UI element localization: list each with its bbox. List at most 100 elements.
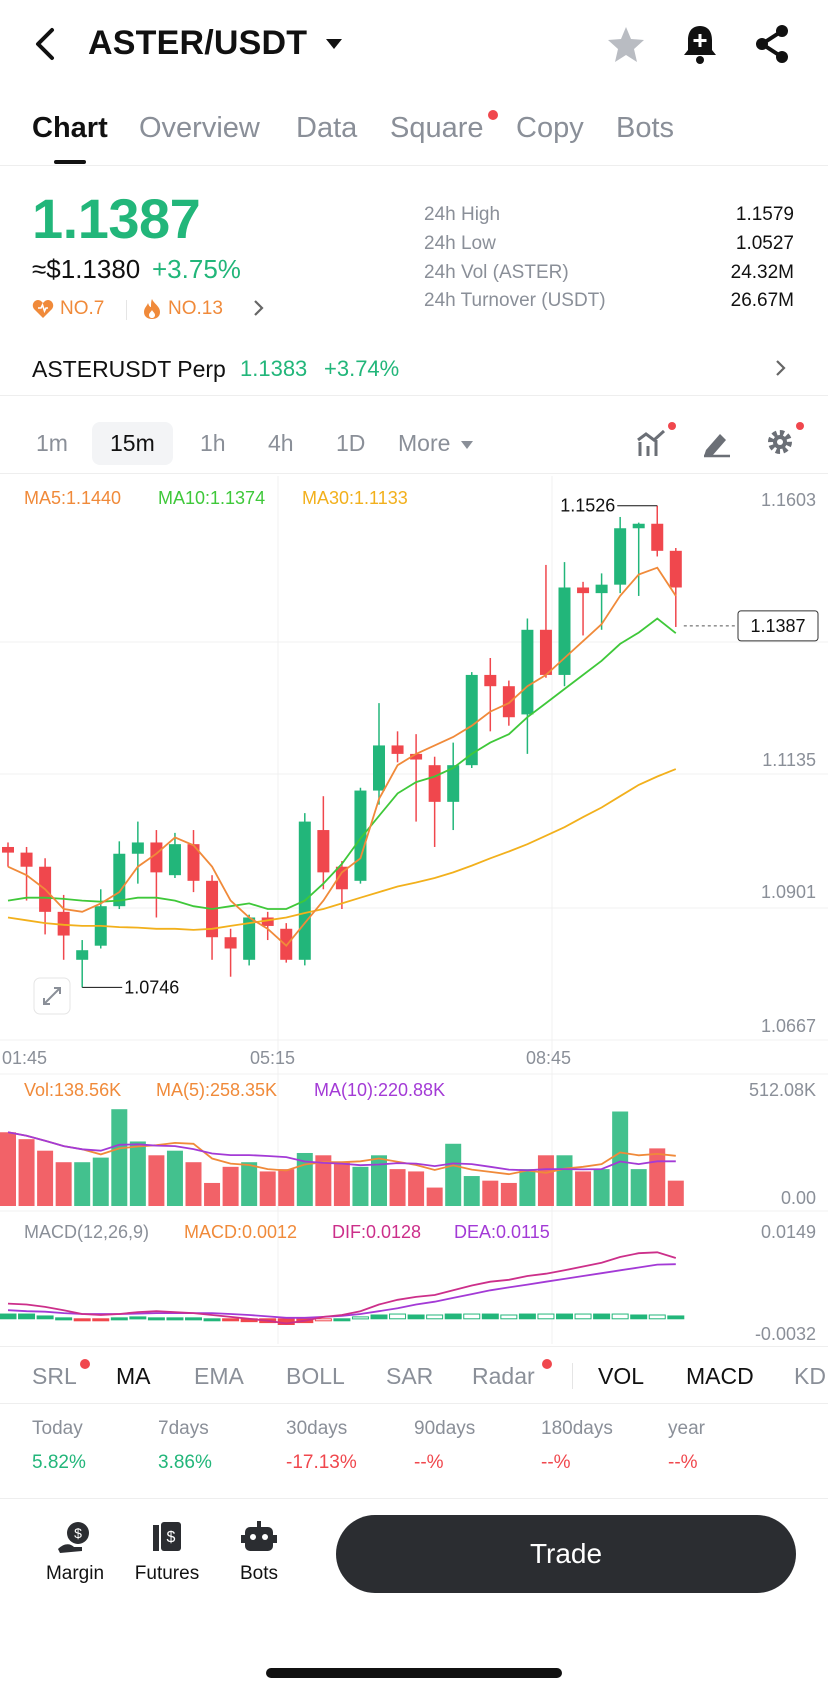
ind-sar[interactable]: SAR [386, 1363, 434, 1389]
price-chart[interactable]: MA5:1.1440 MA10:1.1374 MA30:1.1133 1.160… [0, 476, 828, 1344]
header-bar: ASTER/USDT [0, 0, 828, 90]
volume-bar [408, 1171, 425, 1206]
ind-srl[interactable]: SRL [32, 1363, 77, 1389]
usd-price: ≈$1.1380 [32, 254, 141, 284]
vol-ma10-legend: MA(10):220.88K [314, 1080, 445, 1100]
volume-bar [185, 1162, 202, 1206]
perp-name: ASTERUSDT Perp [32, 356, 226, 382]
perp-price: 1.1383 [240, 356, 308, 381]
volume-bar [18, 1139, 35, 1206]
interval-more[interactable]: More [398, 430, 451, 456]
volume-bar [426, 1187, 443, 1206]
ind-radar[interactable]: Radar [472, 1363, 535, 1389]
macd-bar [129, 1316, 147, 1320]
futures-label: Futures [134, 1563, 200, 1584]
macd-bar [18, 1313, 36, 1320]
macd-bar [593, 1313, 611, 1320]
ind-vol[interactable]: VOL [598, 1363, 645, 1389]
chevron-right-icon[interactable] [252, 298, 266, 318]
candle [298, 813, 311, 966]
main-tabs: Chart Overview Data Square Copy Bots [0, 100, 828, 166]
candle [187, 830, 200, 893]
macd-bar [314, 1318, 332, 1322]
volume-bar [333, 1162, 350, 1206]
tab-chart[interactable]: Chart [32, 112, 108, 144]
stat-value-turnover: 26.67M [730, 290, 794, 311]
tab-data[interactable]: Data [296, 112, 358, 144]
interval-4h[interactable]: 4h [268, 430, 294, 456]
svg-text:$: $ [167, 1529, 176, 1546]
vol-legend: Vol:138.56K [24, 1080, 121, 1100]
candle-body [261, 917, 274, 926]
bell-plus-icon[interactable] [680, 22, 720, 66]
candle [669, 548, 682, 627]
macd-bar [444, 1313, 462, 1320]
interval-1d[interactable]: 1D [336, 430, 366, 456]
rank-hot[interactable]: NO.7 [32, 298, 104, 320]
volume-bar [612, 1111, 629, 1206]
volume-bar [241, 1162, 258, 1206]
volume-bars [0, 1109, 684, 1206]
tab-overview[interactable]: Overview [139, 112, 260, 144]
stat-label-low: 24h Low [424, 233, 496, 254]
futures-button[interactable]: $ Futures [122, 1519, 212, 1585]
perf-label-30d: 30days [286, 1418, 348, 1439]
macd-bar [222, 1318, 240, 1322]
tab-copy[interactable]: Copy [516, 112, 584, 144]
candle [539, 564, 552, 678]
ind-macd[interactable]: MACD [686, 1363, 754, 1389]
stat-label-vol: 24h Vol (ASTER) [424, 262, 569, 283]
x-tick-3: 08:45 [526, 1048, 571, 1068]
ind-ema[interactable]: EMA [194, 1363, 244, 1389]
candle-body [502, 686, 515, 718]
stat-label-turnover: 24h Turnover (USDT) [424, 290, 606, 311]
macd-bar [166, 1317, 184, 1321]
share-icon[interactable] [752, 22, 792, 66]
candle [558, 562, 571, 687]
ind-kd[interactable]: KD [794, 1363, 826, 1389]
candle-body [373, 745, 385, 791]
rank-gainers[interactable]: NO.13 [142, 298, 223, 320]
candle-body [558, 587, 571, 675]
bots-button[interactable]: Bots [214, 1519, 304, 1585]
tab-bots[interactable]: Bots [616, 112, 675, 144]
candle [261, 911, 274, 941]
volume-bar [389, 1169, 406, 1206]
candle [410, 734, 423, 822]
interval-bar: 1m 15m 1h 4h 1D More [0, 408, 828, 474]
perp-change: +3.74% [324, 356, 400, 381]
stat-value-low: 1.0527 [735, 233, 794, 254]
margin-button[interactable]: $ Margin [30, 1519, 120, 1585]
volume-bar [92, 1157, 109, 1206]
pair-title[interactable]: ASTER/USDT [88, 24, 308, 62]
candle [484, 658, 497, 732]
interval-1h[interactable]: 1h [200, 430, 226, 456]
caret-down-icon[interactable] [324, 36, 344, 52]
volume-bar [500, 1182, 517, 1206]
candle-body [651, 523, 664, 551]
interval-1m[interactable]: 1m [36, 430, 68, 456]
settings-gear-icon[interactable] [764, 426, 796, 458]
tab-square[interactable]: Square [390, 112, 484, 144]
perf-label-90d: 90days [414, 1418, 476, 1439]
caret-down-icon [461, 441, 473, 449]
stat-label-high: 24h High [424, 204, 501, 225]
draw-pen-icon[interactable] [700, 428, 732, 458]
volume-bar [593, 1169, 610, 1206]
indicator-badge [668, 422, 676, 430]
rank-hot-label: NO.7 [60, 298, 105, 319]
interval-15m[interactable]: 15m [92, 422, 173, 465]
macd-bar [556, 1313, 573, 1320]
candle-body [243, 917, 256, 960]
bots-label: Bots [239, 1563, 279, 1584]
expand-chart-button[interactable] [33, 977, 71, 1015]
back-icon[interactable] [28, 24, 64, 64]
ind-boll[interactable]: BOLL [286, 1363, 345, 1389]
candle [335, 861, 348, 910]
trade-button[interactable]: Trade [336, 1515, 796, 1593]
perp-row[interactable]: ASTERUSDT Perp 1.1383 +3.74% [0, 344, 828, 396]
macd-bar [370, 1314, 388, 1320]
ind-ma[interactable]: MA [116, 1363, 151, 1389]
indicator-icon[interactable] [636, 428, 668, 458]
star-icon[interactable] [606, 24, 646, 64]
